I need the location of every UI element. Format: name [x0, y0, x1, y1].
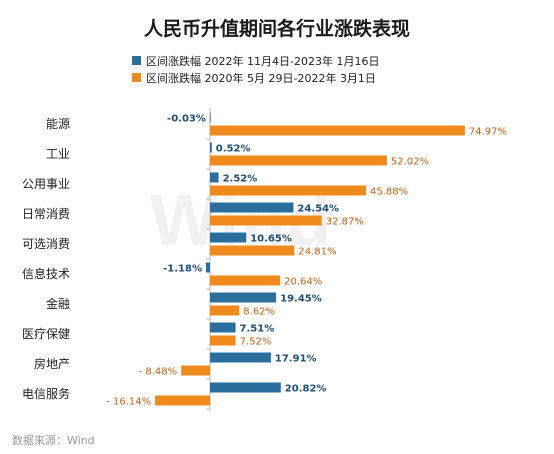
category-label: 房地产	[34, 356, 70, 371]
bar-series-2	[210, 185, 366, 196]
legend-label-series-1: 区间涨跌幅 2022年 11月4日-2023年 1月16日	[146, 55, 380, 68]
legend-swatch-series-2	[132, 73, 141, 82]
bar-series-2	[181, 365, 210, 376]
bar-series-2	[210, 125, 465, 136]
bar-series-2	[210, 155, 387, 166]
category-label: 电信服务	[22, 386, 70, 401]
legend-entry-series-2: 区间涨跌幅 2020年 5月 29日-2022年 3月1日	[132, 72, 376, 86]
bar-series-1	[210, 172, 219, 183]
legend-entry-series-1: 区间涨跌幅 2022年 11月4日-2023年 1月16日	[132, 55, 379, 69]
legend-label-series-2: 区间涨跌幅 2020年 5月 29日-2022年 3月1日	[146, 72, 376, 85]
data-label-series-1: -1.18%	[163, 264, 202, 275]
data-label-series-2: 32.87%	[326, 217, 364, 228]
data-label-series-2: - 16.14%	[106, 397, 151, 408]
bar-series-2	[210, 215, 322, 226]
bar-series-1	[210, 202, 294, 213]
category-label: 信息技术	[22, 266, 70, 281]
data-label-series-1: 2.52%	[223, 174, 258, 185]
category-label: 医疗保健	[22, 327, 70, 341]
bar-series-2	[210, 305, 240, 316]
data-label-series-2: 52.02%	[391, 157, 429, 168]
data-label-series-1: 24.54%	[297, 204, 339, 215]
bar-series-2	[210, 245, 295, 256]
bar-series-1	[210, 292, 277, 303]
category-label: 金融	[46, 296, 70, 311]
category-label: 能源	[46, 117, 70, 131]
category-label: 可选消费	[22, 237, 70, 251]
data-label-series-2: 74.97%	[469, 127, 507, 138]
bar-series-2	[210, 275, 281, 286]
bar-series-1	[210, 352, 271, 363]
data-label-series-1: -0.03%	[167, 114, 206, 125]
data-label-series-2: 8.62%	[243, 307, 275, 318]
bar-series-1	[210, 142, 212, 153]
category-label: 公用事业	[22, 177, 70, 191]
source-note: 数据来源：Wind	[12, 434, 95, 447]
data-label-series-2: 7.52%	[240, 337, 272, 348]
bar-series-2	[155, 395, 210, 406]
bar-series-1	[205, 262, 210, 273]
data-label-series-1: 17.91%	[275, 354, 317, 365]
data-label-series-2: 20.64%	[284, 277, 322, 288]
bar-series-1	[210, 232, 247, 243]
category-label: 工业	[46, 147, 70, 161]
bar-series-2	[210, 335, 236, 346]
data-label-series-1: 7.51%	[240, 324, 275, 335]
data-label-series-2: - 8.48%	[139, 367, 178, 378]
legend-swatch-series-1	[132, 56, 141, 65]
bar-series-1	[209, 112, 211, 123]
bar-series-1	[210, 382, 281, 393]
chart-title: 人民币升值期间各行业涨跌表现	[143, 18, 410, 40]
data-label-series-1: 0.52%	[216, 144, 251, 155]
bar-series-1	[210, 322, 236, 333]
data-label-series-1: 10.65%	[250, 234, 292, 245]
data-label-series-1: 20.82%	[285, 384, 327, 395]
category-label: 日常消费	[22, 207, 70, 221]
data-label-series-2: 24.81%	[298, 247, 336, 258]
data-label-series-1: 19.45%	[280, 294, 322, 305]
data-label-series-2: 45.88%	[370, 187, 408, 198]
